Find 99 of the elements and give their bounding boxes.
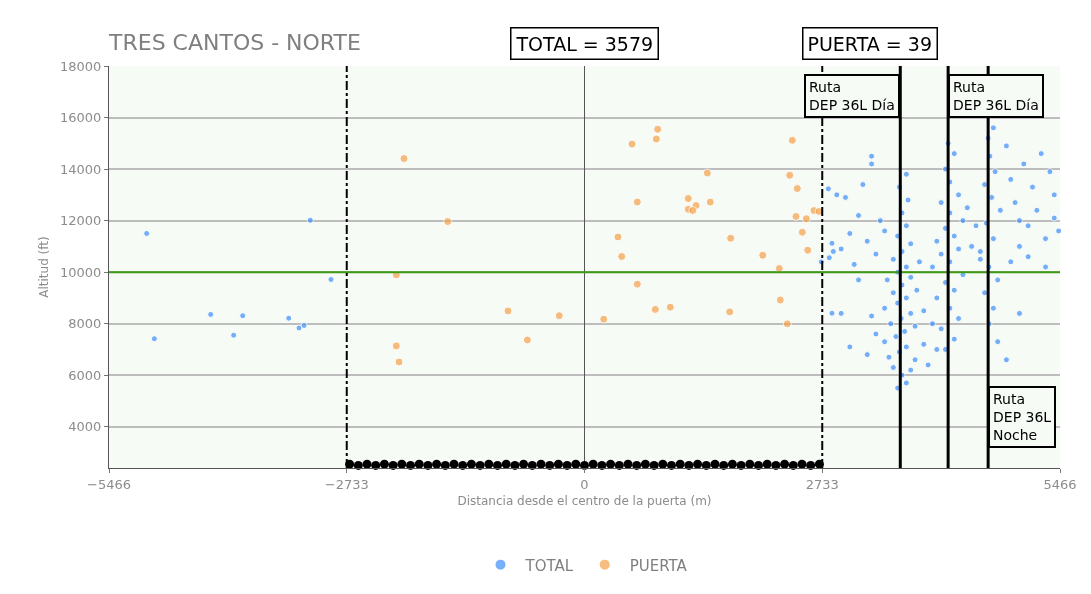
point — [617, 252, 627, 262]
point — [753, 460, 763, 470]
point — [632, 279, 642, 289]
x-tick-label: −2733 — [324, 476, 369, 492]
point — [653, 124, 663, 134]
point — [693, 459, 703, 469]
point — [632, 460, 642, 470]
point — [536, 459, 546, 469]
point — [519, 459, 529, 469]
point — [683, 194, 693, 204]
point — [666, 460, 676, 470]
point — [640, 459, 650, 469]
point — [580, 460, 589, 470]
point — [432, 459, 442, 469]
point — [791, 211, 801, 221]
point — [606, 459, 616, 469]
x-tick-label: 2733 — [805, 476, 839, 492]
point — [553, 459, 563, 469]
point — [658, 459, 668, 469]
point — [710, 459, 720, 469]
point — [719, 460, 729, 470]
point — [797, 227, 807, 237]
ref-line-label: Ruta DEP 36L Día — [953, 79, 1039, 114]
ref-line-label: Ruta DEP 36L Día — [809, 79, 895, 114]
point — [493, 460, 503, 470]
point — [651, 134, 661, 144]
point — [614, 460, 624, 470]
point — [449, 459, 459, 469]
point — [503, 306, 513, 316]
point — [650, 304, 660, 314]
point — [762, 459, 772, 469]
point — [391, 341, 401, 351]
y-tick-label: 8000 — [68, 316, 102, 332]
point — [801, 214, 811, 224]
point — [675, 459, 685, 469]
point — [484, 459, 494, 469]
y-tick-label: 18000 — [60, 58, 102, 74]
point — [627, 139, 637, 149]
ref-line-label: Ruta DEP 36L Noche — [993, 391, 1052, 444]
point — [758, 250, 768, 260]
x-tick-label: 5466 — [1043, 476, 1077, 492]
point — [727, 459, 737, 469]
legend-label: PUERTA — [629, 556, 688, 575]
point — [399, 154, 409, 164]
point — [788, 460, 798, 470]
y-tick-label: 10000 — [60, 264, 102, 280]
point — [792, 184, 802, 194]
point — [527, 460, 537, 470]
point — [797, 459, 807, 469]
point — [803, 245, 813, 255]
x-tick-label: −5466 — [87, 476, 131, 492]
point — [545, 460, 555, 470]
y-tick-label: 14000 — [60, 161, 102, 177]
point — [466, 459, 476, 469]
point — [443, 217, 453, 227]
point — [406, 460, 416, 470]
x-tick-label: 0 — [580, 476, 589, 492]
point — [394, 357, 404, 367]
text: PUERTA = 39 — [807, 32, 932, 55]
point — [623, 459, 633, 469]
point — [745, 459, 755, 469]
point — [379, 459, 389, 469]
y-axis-title: Altitud (ft) — [37, 236, 52, 298]
point — [571, 459, 581, 469]
legend-label: TOTAL — [524, 556, 574, 575]
point — [362, 459, 372, 469]
point — [458, 460, 468, 470]
point — [785, 170, 795, 180]
point — [522, 335, 532, 345]
point — [371, 460, 381, 470]
y-tick-label: 16000 — [60, 110, 102, 126]
point — [632, 197, 642, 207]
point — [787, 135, 797, 145]
point — [775, 295, 785, 305]
point — [782, 319, 792, 329]
point — [554, 311, 564, 321]
y-tick-label: 6000 — [68, 367, 102, 383]
point — [705, 197, 715, 207]
point — [725, 307, 735, 317]
y-tick-label: 12000 — [60, 213, 102, 229]
point — [397, 459, 407, 469]
point — [780, 459, 790, 469]
point — [726, 233, 736, 243]
point — [501, 459, 511, 469]
point — [688, 206, 698, 216]
point — [806, 460, 816, 470]
point — [702, 168, 712, 178]
chart-title: TRES CANTOS - NORTE — [108, 29, 361, 55]
point — [440, 460, 450, 470]
point — [613, 232, 623, 242]
point — [665, 302, 675, 312]
text: TOTAL = 3579 — [515, 32, 654, 55]
point — [588, 459, 598, 469]
point — [599, 314, 609, 324]
point — [353, 460, 363, 470]
point — [701, 460, 711, 470]
y-tick-label: 4000 — [68, 419, 102, 435]
point — [414, 459, 424, 469]
x-axis-title: Distancia desde el centro de la puerta (m) — [457, 494, 712, 509]
